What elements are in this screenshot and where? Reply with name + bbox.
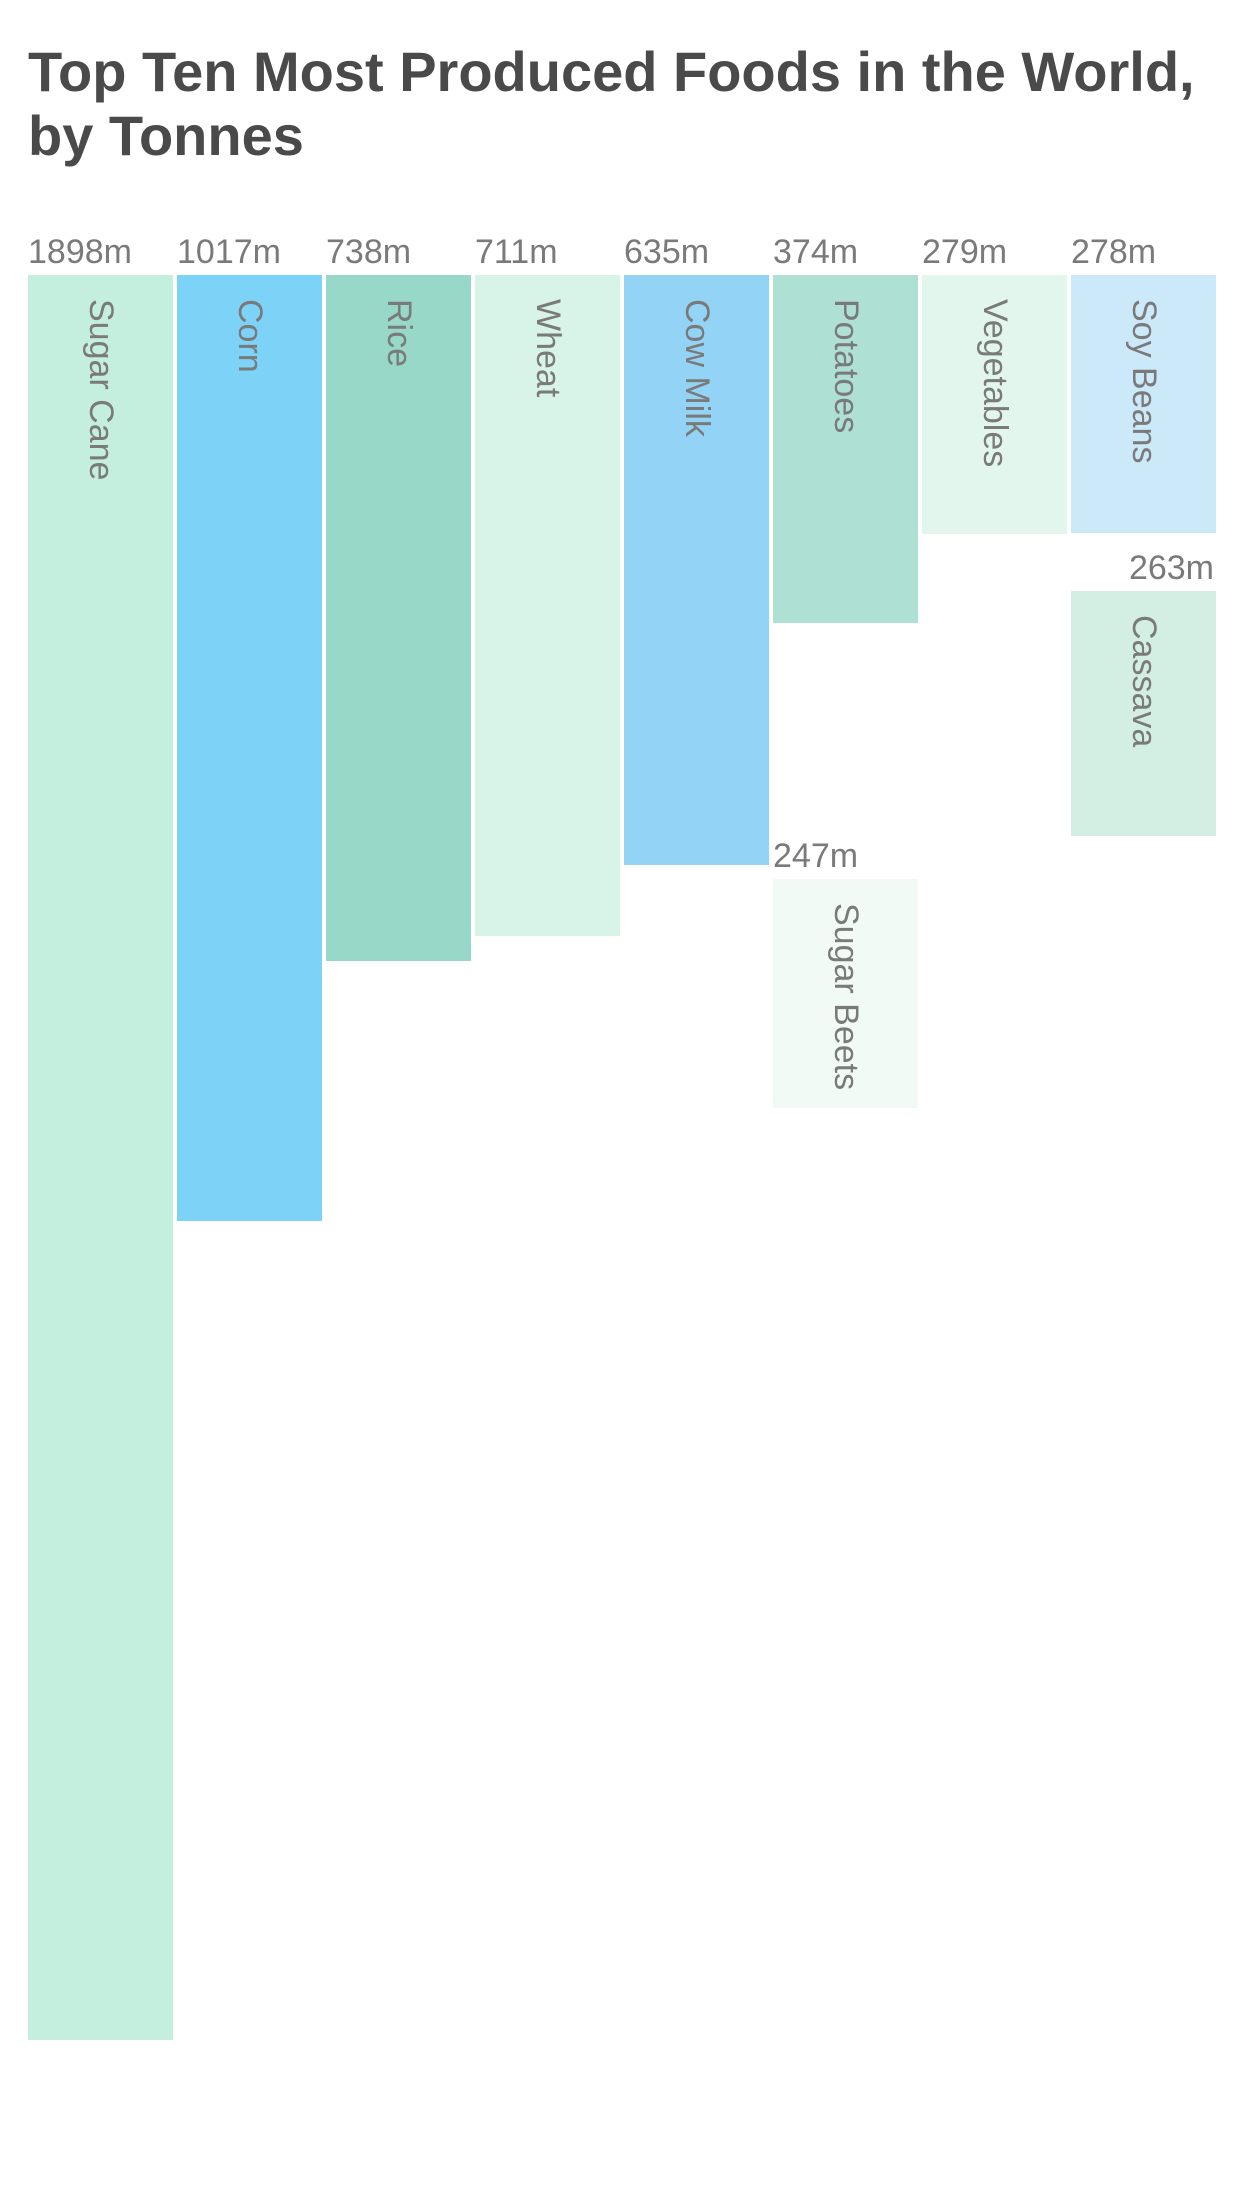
bar-value-label: 1898m xyxy=(28,233,132,272)
bar: Wheat xyxy=(475,275,620,936)
bar-name-label: Rice xyxy=(379,299,418,367)
bar-name-label: Sugar Cane xyxy=(81,299,120,480)
bar: Vegetables xyxy=(922,275,1067,534)
bar-value-label: 374m xyxy=(773,233,858,272)
bar-name-label: Soy Beans xyxy=(1124,299,1163,463)
bar-name-label: Cow Milk xyxy=(677,299,716,437)
bar-name-label: Potatoes xyxy=(826,299,865,433)
bar: Cow Milk xyxy=(624,275,769,866)
bar-name-label: Vegetables xyxy=(975,299,1014,467)
bar-value-label: 263m xyxy=(1129,549,1214,588)
bar-value-label: 738m xyxy=(326,233,411,272)
bar-name-label: Cassava xyxy=(1124,615,1163,747)
bar-name-label: Sugar Beets xyxy=(826,903,865,1090)
bar: Cassava xyxy=(1071,591,1216,836)
bar-value-label: 247m xyxy=(773,837,858,876)
bar-value-label: 635m xyxy=(624,233,709,272)
bar: Corn xyxy=(177,275,322,1221)
bar: Soy Beans xyxy=(1071,275,1216,534)
page-title: Top Ten Most Produced Foods in the World… xyxy=(28,40,1214,169)
bar: Sugar Beets xyxy=(773,879,918,1109)
bar-value-label: 278m xyxy=(1071,233,1156,272)
bar-name-label: Corn xyxy=(230,299,269,373)
production-chart: 1898m Sugar Cane 1017m Corn 738m Rice 711m Whea… xyxy=(28,229,1214,2129)
bar-value-label: 711m xyxy=(475,233,558,272)
bar-value-label: 279m xyxy=(922,233,1007,272)
bar: Potatoes xyxy=(773,275,918,623)
bar: Sugar Cane xyxy=(28,275,173,2040)
bar: Rice xyxy=(326,275,471,961)
bar-name-label: Wheat xyxy=(528,299,567,397)
bar-value-label: 1017m xyxy=(177,233,281,272)
